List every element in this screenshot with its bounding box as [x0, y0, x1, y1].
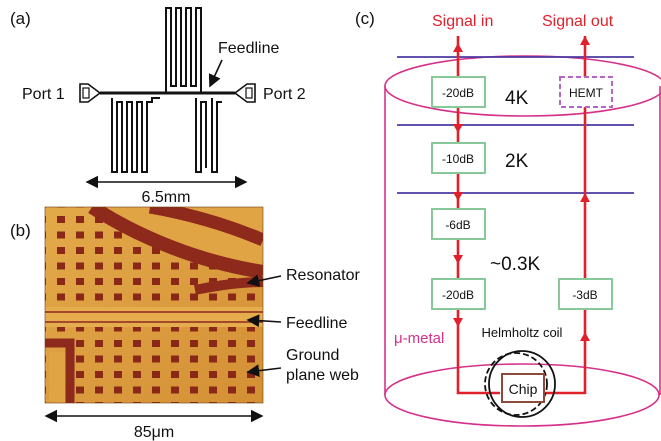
helmholtz-label: Helmholtz coil: [482, 325, 563, 340]
chip-label: Chip: [509, 381, 538, 397]
port2-pad: [233, 83, 256, 103]
temp-4k-label: 4K: [505, 88, 529, 109]
panel-c: (c) Signal in Signal out -20dB -10dB -6d…: [355, 9, 661, 427]
scale-label-a: 6.5mm: [142, 189, 191, 206]
scale-label-b: 85μm: [134, 424, 174, 441]
feedline-label-b: Feedline: [286, 315, 347, 332]
mu-metal-bottom: [384, 363, 660, 427]
attenuator-1: [431, 76, 486, 108]
mu-metal-label: μ-metal: [394, 330, 444, 347]
port1-label: Port 1: [22, 86, 65, 103]
resonator-arc-inner: [148, 207, 263, 246]
hemt-label: HEMT: [569, 86, 604, 100]
port2-label: Port 2: [263, 86, 306, 103]
panel-a-label: (a): [10, 9, 31, 28]
temp-03k-label: ~0.3K: [490, 254, 541, 275]
attenuator-out-label: -3dB: [572, 288, 597, 302]
attenuator-3: [431, 208, 486, 240]
helmholtz-coil-back: [488, 350, 556, 418]
attenuator-4-label: -20dB: [442, 288, 474, 302]
attenuator-4: [431, 278, 486, 310]
ground-label-2: plane web: [286, 367, 359, 384]
attenuator-3-label: -6dB: [445, 218, 470, 232]
signal-out-line: [545, 36, 587, 395]
attenuator-2-label: -10dB: [442, 152, 474, 166]
helmholtz-coil-front: [484, 352, 548, 416]
feedline-label-a: Feedline: [218, 40, 279, 57]
lower-left-resonator: [111, 97, 160, 173]
ground-label-1: Ground: [286, 347, 339, 364]
panel-c-label: (c): [355, 9, 375, 28]
chip-box: [501, 373, 545, 403]
lower-right-resonator: [195, 98, 207, 173]
hemt-amplifier: [559, 76, 613, 108]
panel-a: (a) Feedline Port 1 Port 2 6.5mm: [10, 7, 306, 206]
attenuator-2: [431, 142, 486, 174]
micrograph-photo: [45, 207, 263, 403]
port1-pad: [79, 83, 102, 103]
panel-b-label: (b): [10, 221, 31, 240]
attenuator-1-label: -20dB: [442, 86, 474, 100]
temp-2k-label: 2K: [505, 151, 529, 172]
attenuator-out: [558, 278, 613, 310]
upper-resonator: [165, 7, 202, 92]
lower-left-trace: [45, 338, 75, 403]
resonator-label: Resonator: [286, 267, 360, 284]
resonator-arc-outer: [88, 207, 263, 279]
signal-out-label: Signal out: [542, 13, 614, 30]
panel-b: (b) Resonator Feedline: [10, 206, 360, 441]
signal-in-label: Signal in: [432, 13, 493, 30]
